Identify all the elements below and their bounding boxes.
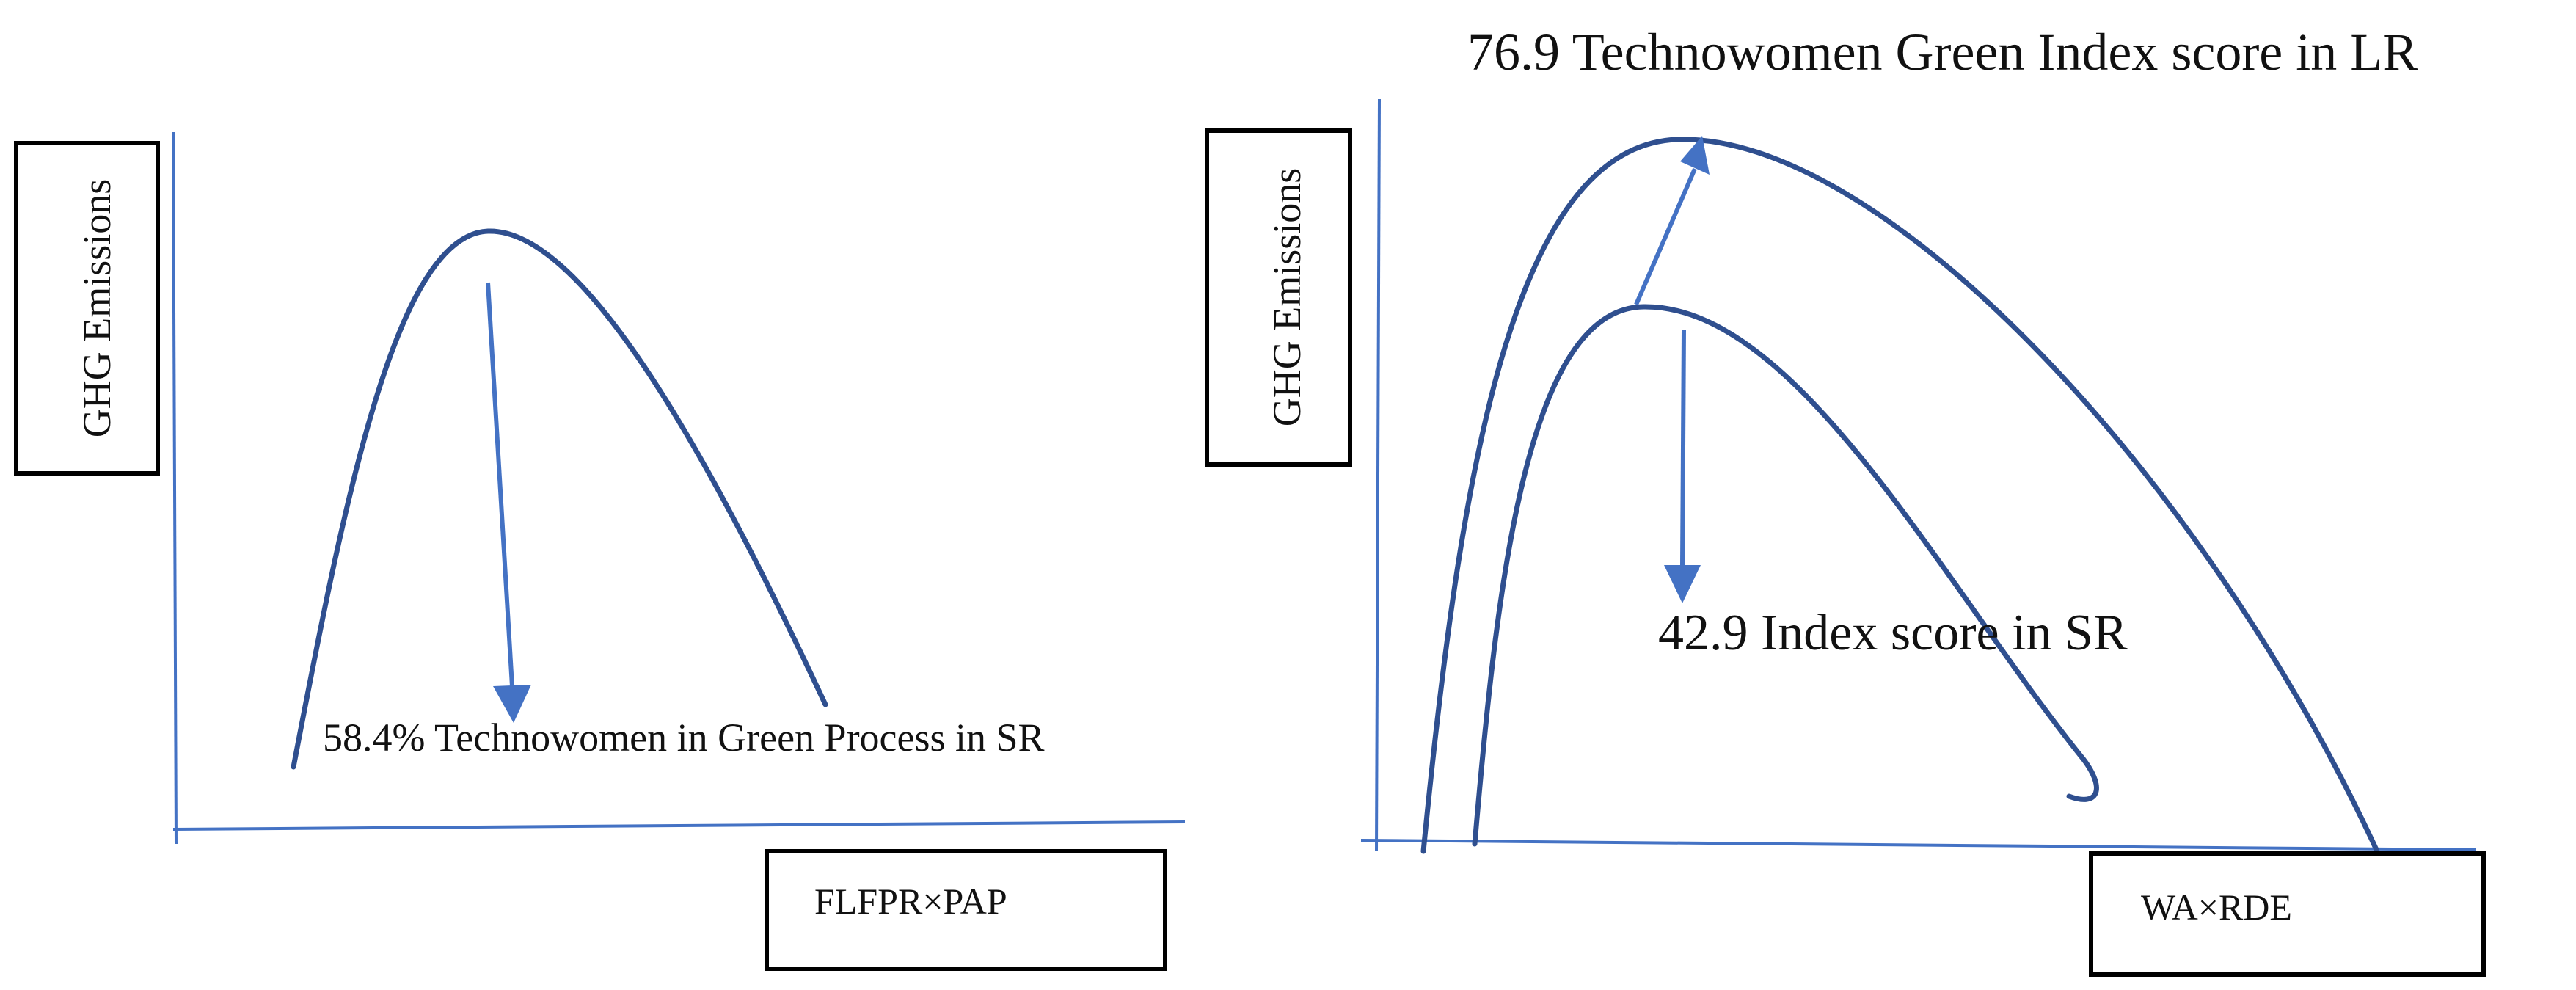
right-x-axis-label: WA×RDE [2141,887,2292,928]
right-annotation-inner: 42.9 Index score in SR [1658,605,2128,661]
left-y-axis [172,131,178,845]
left-x-axis [172,820,1186,831]
right-up-arrow [1634,136,1710,306]
right-x-label-box [2089,851,2486,977]
left-x-axis-label: FLFPR×PAP [814,881,1007,922]
left-y-label-box [14,141,160,476]
right-y-label-box [1205,128,1352,467]
right-x-axis [1360,839,2477,851]
left-annotation: 58.4% Technowomen in Green Process in SR [323,716,1045,760]
left-panel: GHG Emissions 58.4% Technowomen in Green… [14,131,1186,971]
right-panel: 76.9 Technowomen Green Index score in LR… [1205,23,2486,977]
right-down-arrow [1664,330,1701,603]
right-outer-curve-lr [1420,137,2380,854]
left-inverted-u-curve [291,228,828,770]
right-annotation-top: 76.9 Technowomen Green Index score in LR [1467,23,2418,81]
right-inner-curve-sr [1472,304,2099,847]
left-y-axis-label: GHG Emissions [75,179,119,438]
right-y-axis [1375,98,1381,852]
right-y-axis-label: GHG Emissions [1265,168,1309,427]
left-down-arrow [486,282,531,723]
left-x-label-box [765,849,1167,971]
